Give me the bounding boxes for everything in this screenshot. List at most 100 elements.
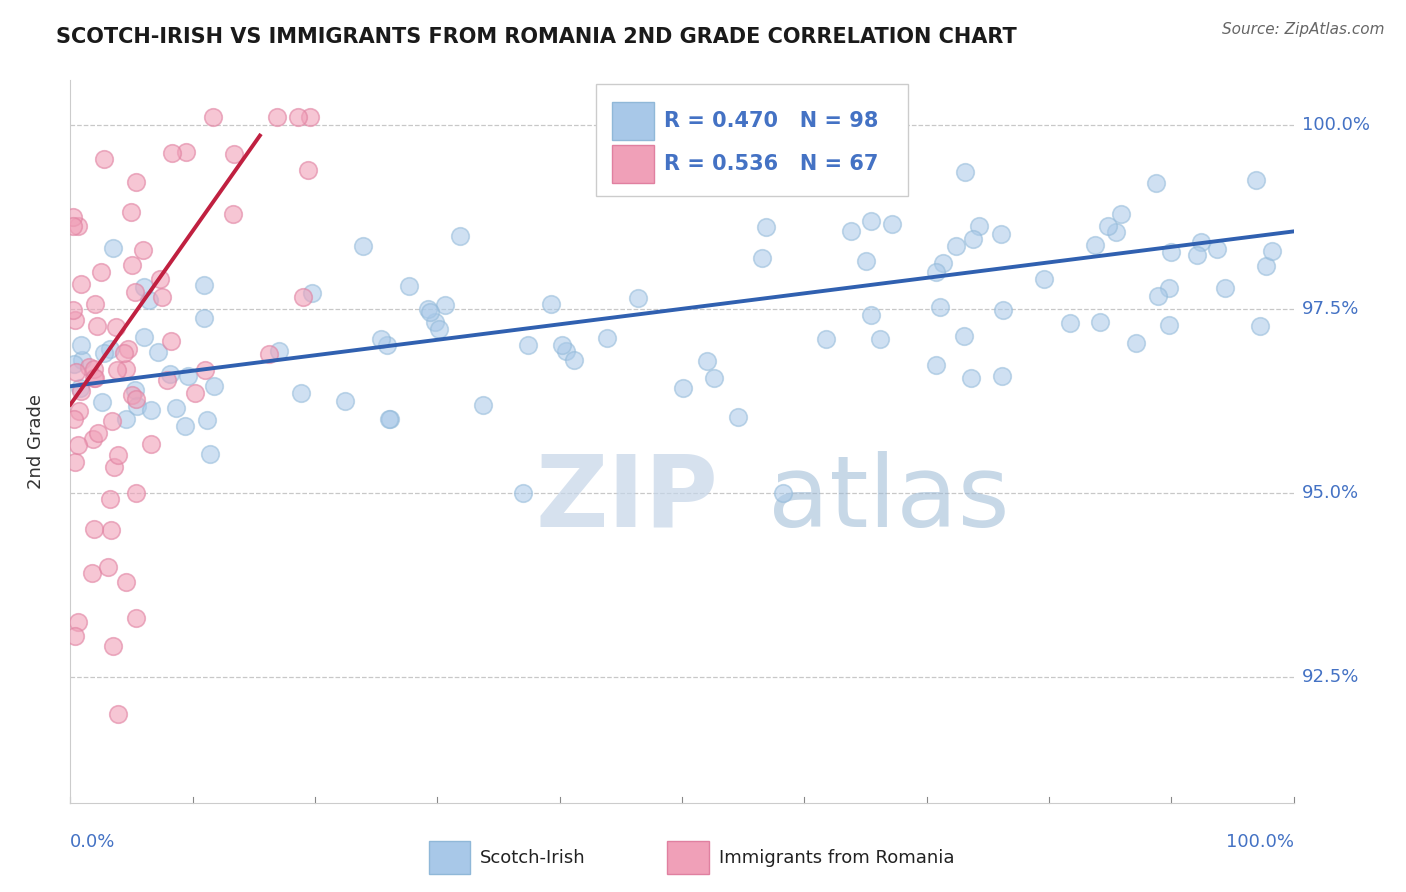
Point bbox=[90, 395, 112, 409]
Point bbox=[98, 342, 121, 356]
Point bbox=[115, 412, 138, 426]
Point bbox=[298, 110, 321, 124]
Point bbox=[166, 401, 188, 415]
Point bbox=[112, 346, 135, 360]
FancyBboxPatch shape bbox=[612, 102, 654, 139]
Point bbox=[86, 318, 108, 333]
Point bbox=[90, 265, 112, 279]
Point bbox=[755, 220, 778, 235]
Point bbox=[131, 244, 153, 258]
Point bbox=[814, 332, 837, 346]
Point bbox=[472, 398, 495, 412]
Point bbox=[124, 383, 146, 397]
Point bbox=[1059, 316, 1081, 330]
Point bbox=[101, 639, 124, 653]
Point bbox=[945, 239, 967, 253]
Point bbox=[117, 342, 139, 356]
Point bbox=[434, 298, 457, 312]
Point bbox=[952, 329, 974, 343]
Point bbox=[69, 381, 91, 395]
Point bbox=[139, 402, 162, 417]
Point bbox=[1105, 225, 1128, 239]
Point bbox=[63, 312, 86, 326]
Point bbox=[352, 239, 374, 253]
Point bbox=[62, 219, 84, 233]
Point bbox=[202, 378, 225, 392]
Point bbox=[1144, 176, 1167, 190]
Point bbox=[63, 412, 86, 426]
Point bbox=[1160, 245, 1182, 260]
Point bbox=[554, 343, 576, 358]
Point bbox=[703, 371, 725, 385]
Point bbox=[150, 290, 173, 304]
Point bbox=[267, 343, 290, 358]
Point bbox=[751, 251, 773, 265]
Point bbox=[177, 368, 200, 383]
Point bbox=[103, 460, 125, 475]
Point bbox=[93, 152, 115, 166]
Point bbox=[224, 147, 246, 161]
Point bbox=[173, 419, 195, 434]
Point bbox=[564, 353, 586, 368]
Point bbox=[880, 218, 903, 232]
Point bbox=[990, 369, 1012, 384]
Text: Scotch-Irish: Scotch-Irish bbox=[479, 848, 586, 867]
Point bbox=[120, 205, 142, 219]
Point bbox=[427, 322, 450, 336]
Point bbox=[266, 110, 288, 124]
Point bbox=[107, 448, 129, 462]
Point bbox=[517, 338, 540, 352]
Point bbox=[83, 361, 105, 376]
Text: R = 0.536   N = 67: R = 0.536 N = 67 bbox=[664, 154, 877, 174]
Point bbox=[772, 486, 794, 500]
Point bbox=[924, 264, 946, 278]
Point bbox=[1206, 242, 1229, 256]
Point bbox=[125, 486, 148, 500]
Point bbox=[98, 492, 121, 507]
FancyBboxPatch shape bbox=[668, 841, 709, 874]
Text: Source: ZipAtlas.com: Source: ZipAtlas.com bbox=[1222, 22, 1385, 37]
Point bbox=[66, 219, 89, 234]
Point bbox=[63, 629, 86, 643]
Point bbox=[1147, 289, 1170, 303]
Point bbox=[69, 277, 91, 291]
FancyBboxPatch shape bbox=[429, 841, 470, 874]
Point bbox=[83, 522, 105, 536]
Point bbox=[139, 437, 162, 451]
Point bbox=[125, 611, 148, 625]
Point bbox=[449, 228, 471, 243]
Point bbox=[990, 227, 1012, 241]
Point bbox=[290, 386, 312, 401]
Point bbox=[195, 413, 218, 427]
Text: 0.0%: 0.0% bbox=[70, 833, 115, 851]
Point bbox=[114, 574, 136, 589]
Point bbox=[991, 303, 1014, 318]
Point bbox=[193, 311, 215, 326]
Point bbox=[839, 224, 862, 238]
Point bbox=[1249, 319, 1271, 334]
Point bbox=[63, 455, 86, 469]
Point bbox=[70, 353, 93, 368]
Text: 92.5%: 92.5% bbox=[1302, 668, 1360, 687]
Point bbox=[66, 438, 89, 452]
Point bbox=[540, 297, 562, 311]
Point bbox=[1256, 259, 1278, 273]
Point bbox=[967, 219, 990, 234]
Point bbox=[222, 207, 245, 221]
Point bbox=[423, 316, 446, 330]
Text: 95.0%: 95.0% bbox=[1302, 484, 1360, 502]
Point bbox=[159, 368, 181, 382]
Point bbox=[148, 345, 170, 359]
Point bbox=[194, 362, 217, 376]
Point bbox=[132, 279, 155, 293]
Point bbox=[107, 707, 129, 722]
Point bbox=[297, 163, 319, 178]
Point bbox=[65, 365, 87, 379]
Point bbox=[125, 392, 148, 406]
Point bbox=[93, 346, 115, 360]
Point bbox=[77, 359, 100, 374]
Text: 2nd Grade: 2nd Grade bbox=[27, 394, 45, 489]
Point bbox=[82, 432, 104, 446]
Point bbox=[1213, 281, 1236, 295]
Point bbox=[672, 380, 695, 394]
